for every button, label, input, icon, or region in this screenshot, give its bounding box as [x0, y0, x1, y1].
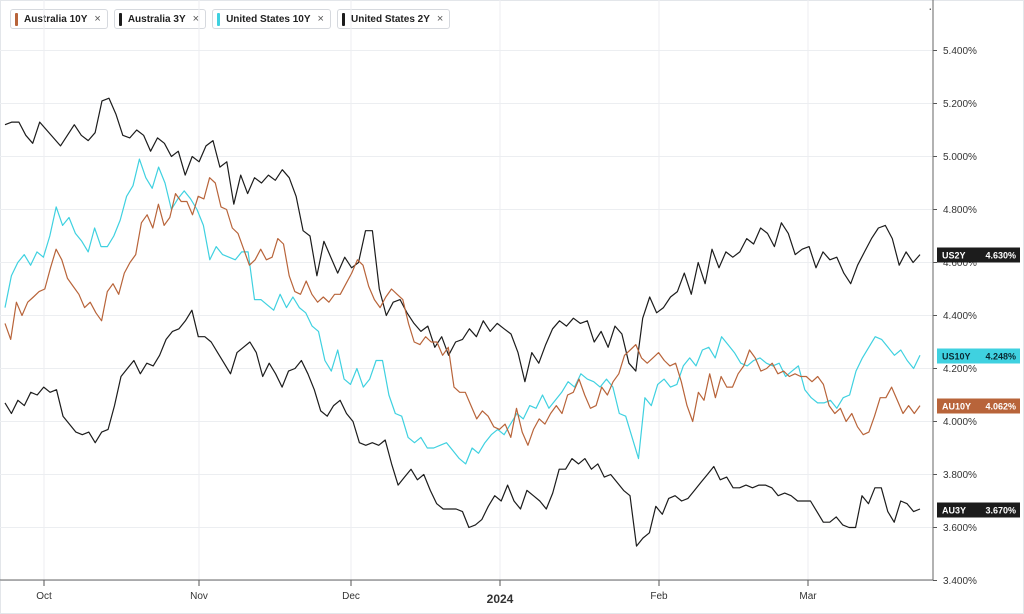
tag-value: 3.670%: [985, 506, 1016, 516]
y-tick-label: 5.000%: [943, 152, 977, 163]
y-tick-label: 4.000%: [943, 417, 977, 428]
x-tick-label: Nov: [190, 591, 208, 602]
y-tick-label: 5.200%: [943, 99, 977, 110]
y-tick-label: 4.200%: [943, 364, 977, 375]
series-color-swatch: [341, 12, 345, 26]
tag-background: [937, 398, 1020, 414]
last-value-tag-au10y: AU10Y 4.062%: [937, 398, 1020, 414]
series-color-swatch: [118, 12, 122, 26]
tag-value: 4.630%: [985, 251, 1016, 261]
x-tick-label: Oct: [36, 591, 52, 602]
series-color-swatch: [217, 12, 221, 26]
series-color-swatch: [15, 12, 18, 26]
series-line-au10y: [4, 177, 921, 446]
tag-background: [937, 247, 1020, 263]
legend: Australia 10Y × Australia 3Y × United St…: [10, 9, 451, 29]
y-tick-label: 4.400%: [943, 311, 977, 322]
tag-series-name: AU3Y: [942, 506, 966, 516]
x-tick-label: Feb: [650, 591, 668, 602]
y-tick-label: 3.800%: [943, 470, 977, 481]
y-tick-label: 5.400%: [943, 46, 977, 57]
last-value-tag-us2y: US2Y 4.630%: [937, 247, 1020, 263]
legend-label: United States 2Y: [350, 13, 430, 25]
legend-label: Australia 10Y: [24, 13, 88, 25]
close-icon[interactable]: ×: [317, 13, 324, 25]
close-icon[interactable]: ×: [94, 13, 101, 25]
x-tick-label: Dec: [342, 591, 360, 602]
tag-series-name: US10Y: [942, 352, 971, 362]
y-tick-label: 3.400%: [943, 576, 977, 587]
series-line-au3y: [4, 309, 921, 547]
y-tick-label: 3.600%: [943, 523, 977, 534]
tag-series-name: AU10Y: [942, 402, 971, 412]
series-line-us2y: [4, 97, 921, 383]
tag-background: [937, 348, 1020, 364]
chart-menu-icon[interactable]: ·: [928, 0, 933, 16]
tag-value: 4.248%: [985, 352, 1016, 362]
close-icon[interactable]: ×: [436, 13, 444, 25]
legend-chip-australia-3y[interactable]: Australia 3Y ×: [113, 9, 207, 29]
last-value-tag-au3y: AU3Y 3.670%: [937, 502, 1020, 518]
tag-background: [937, 502, 1020, 518]
x-tick-label: Mar: [799, 591, 817, 602]
legend-chip-australia-10y[interactable]: Australia 10Y ×: [10, 9, 108, 29]
series-line-us10y: [4, 158, 921, 465]
legend-label: United States 10Y: [226, 13, 311, 25]
legend-chip-united-states-10y[interactable]: United States 10Y ×: [212, 9, 331, 29]
close-icon[interactable]: ×: [192, 13, 200, 25]
y-tick-label: 4.800%: [943, 205, 977, 216]
legend-chip-united-states-2y[interactable]: United States 2Y ×: [336, 9, 451, 29]
tag-series-name: US2Y: [942, 251, 966, 261]
x-tick-label: 2024: [487, 592, 514, 606]
last-value-tag-us10y: US10Y 4.248%: [937, 348, 1020, 364]
tag-value: 4.062%: [985, 402, 1016, 412]
y-tick-label: 4.600%: [943, 258, 977, 269]
legend-label: Australia 3Y: [127, 13, 186, 25]
